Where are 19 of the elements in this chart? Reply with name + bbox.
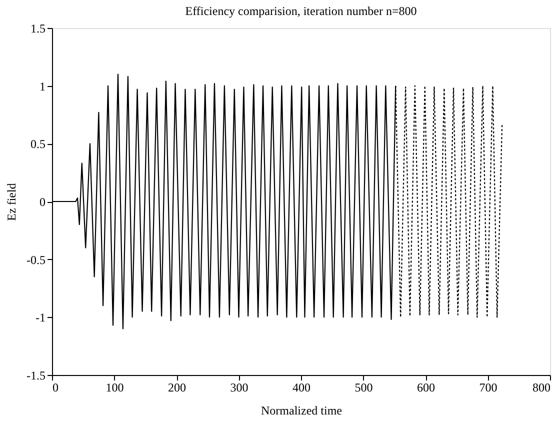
y-tick-label: -0.5 bbox=[26, 252, 46, 267]
y-tick-label: 1.5 bbox=[30, 22, 46, 36]
x-tick-label: 500 bbox=[354, 380, 373, 394]
x-tick-label: 600 bbox=[417, 380, 435, 394]
x-tick-label: 400 bbox=[292, 380, 310, 394]
x-tick-label: 200 bbox=[168, 380, 186, 394]
chart-title: Efficiency comparision, iteration number n=800 bbox=[185, 4, 417, 18]
y-tick-label: 0 bbox=[40, 195, 46, 209]
x-tick-label: 800 bbox=[532, 380, 550, 394]
y-tick-label: 0.5 bbox=[30, 137, 46, 152]
x-tick-label: 100 bbox=[106, 380, 124, 394]
y-tick-label: 1 bbox=[40, 79, 46, 94]
y-tick-label: -1 bbox=[36, 310, 46, 325]
x-axis-title: Normalized time bbox=[261, 404, 342, 418]
x-tick-label: 300 bbox=[230, 380, 248, 394]
x-tick-label: 700 bbox=[479, 380, 498, 394]
y-tick-label: -1.5 bbox=[26, 368, 46, 382]
y-axis-title: Ez field bbox=[4, 183, 19, 221]
x-tick-label: 0 bbox=[52, 380, 58, 394]
